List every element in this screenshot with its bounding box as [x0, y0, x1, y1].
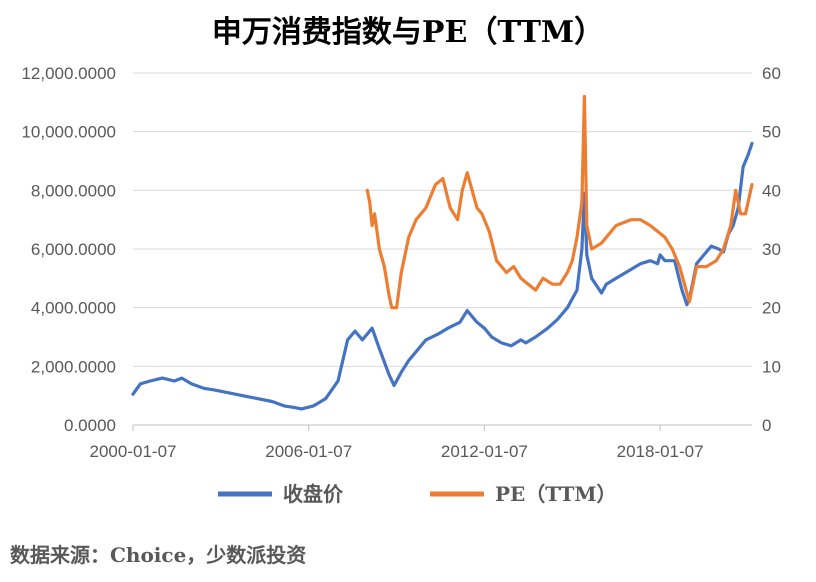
gridlines — [133, 72, 752, 367]
series-line-index — [131, 141, 754, 411]
chart-title: 申万消费指数与PE（TTM） — [212, 15, 604, 50]
right-tick-label: 0 — [762, 416, 771, 435]
right-tick-label: 50 — [762, 123, 781, 142]
left-tick-label: 6,000.0000 — [31, 240, 116, 259]
series-line-pe — [365, 94, 754, 310]
legend-label-pe: PE（TTM） — [495, 482, 616, 506]
left-tick-label: 0.0000 — [64, 416, 116, 435]
legend-label-index: 收盘价 — [283, 482, 344, 506]
left-tick-label: 12,000.0000 — [21, 64, 116, 83]
right-tick-label: 30 — [762, 240, 781, 259]
left-tick-label: 4,000.0000 — [31, 299, 116, 318]
right-tick-label: 60 — [762, 64, 781, 83]
x-tick-label: 2006-01-07 — [265, 442, 352, 461]
series-layer — [131, 94, 754, 411]
right-tick-label: 10 — [762, 357, 781, 376]
x-tick-label: 2012-01-07 — [441, 442, 528, 461]
left-tick-label: 2,000.0000 — [31, 357, 116, 376]
left-tick-label: 10,000.0000 — [21, 123, 116, 142]
x-axis-ticks: 2000-01-07 2006-01-07 2012-01-07 2018-01-07 — [90, 425, 704, 461]
legend: 收盘价 PE（TTM） — [218, 482, 616, 506]
x-tick-label: 2018-01-07 — [617, 442, 704, 461]
left-tick-label: 8,000.0000 — [31, 181, 116, 200]
right-tick-label: 40 — [762, 181, 781, 200]
right-tick-label: 20 — [762, 299, 781, 318]
source-note: 数据来源：Choice，少数派投资 — [10, 543, 306, 567]
left-axis-ticks: 0.0000 2,000.0000 4,000.0000 6,000.0000 8,00… — [21, 64, 116, 435]
right-axis-ticks: 0 10 20 30 40 50 60 — [762, 64, 781, 435]
x-tick-label: 2000-01-07 — [90, 442, 177, 461]
